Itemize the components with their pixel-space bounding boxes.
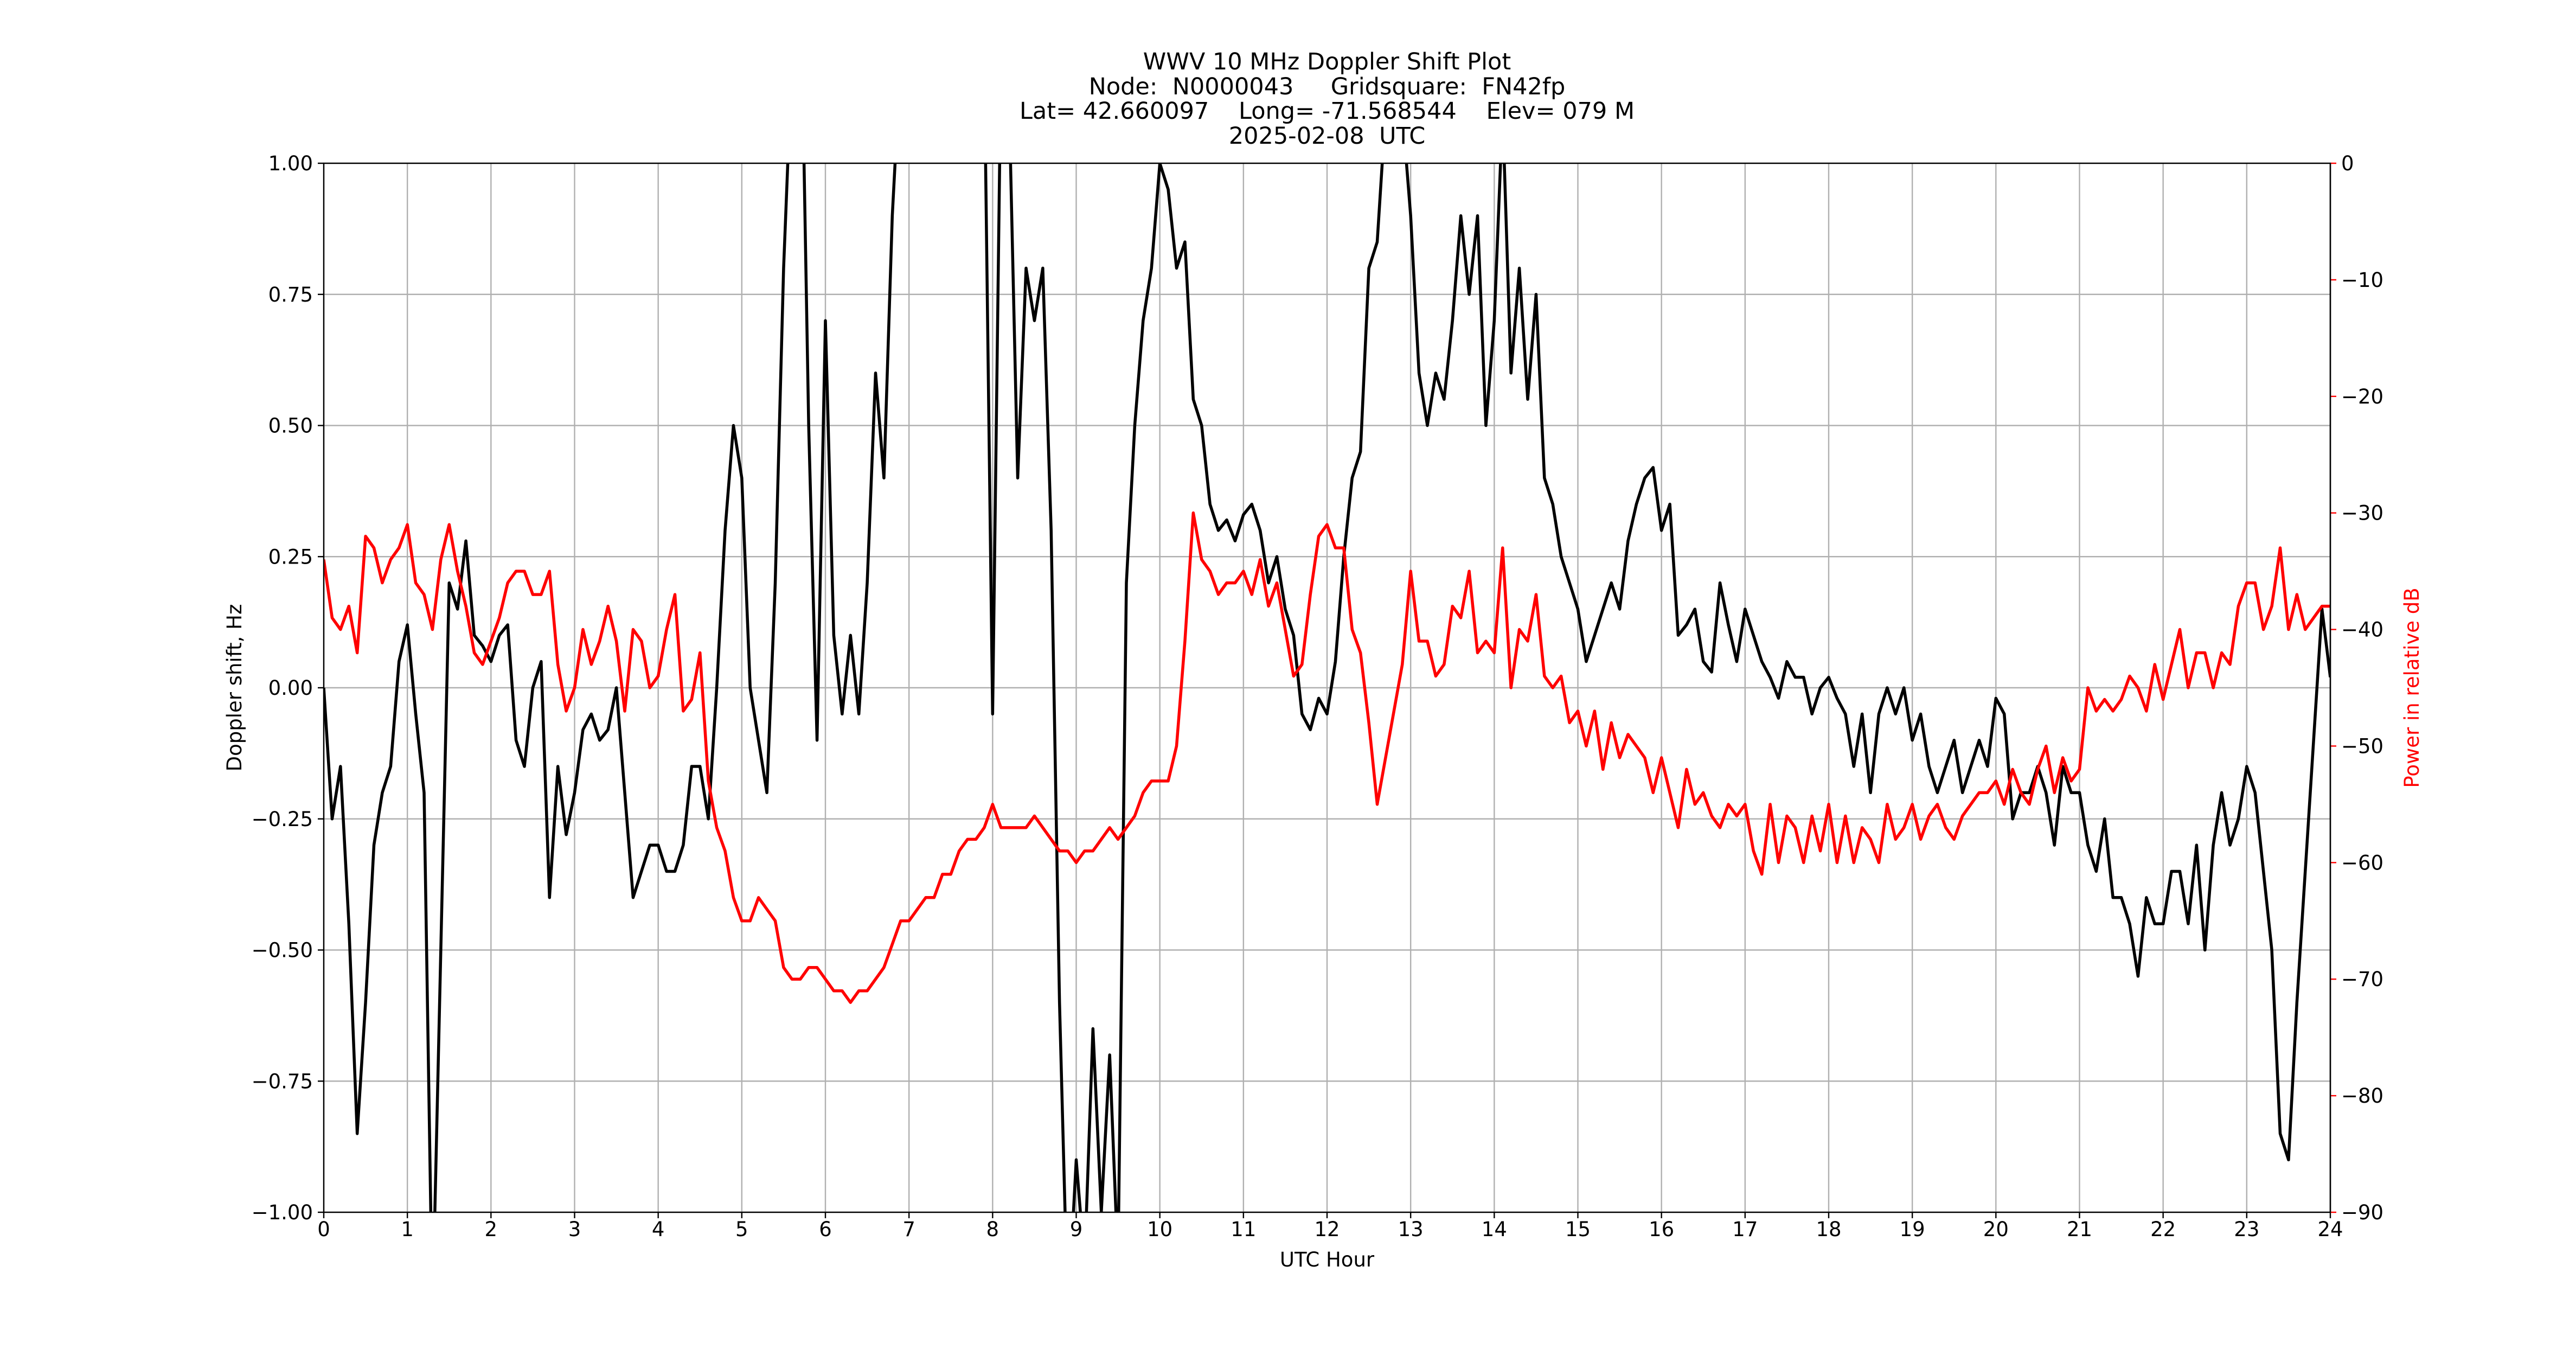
y-tick-label: 0.75: [268, 283, 313, 306]
y-axis-label: Doppler shift, Hz: [223, 604, 246, 772]
x-tick-label: 18: [1816, 1218, 1841, 1241]
y-tick-label: −0.25: [252, 808, 313, 831]
x-tick-label: 24: [2317, 1218, 2343, 1241]
y-tick-label: 1.00: [268, 152, 313, 175]
x-tick-label: 15: [1565, 1218, 1591, 1241]
y2-tick-label: −10: [2341, 268, 2383, 292]
y2-tick-label: −60: [2341, 851, 2383, 874]
y2-tick-label: −70: [2341, 968, 2383, 991]
x-tick-label: 19: [1900, 1218, 1925, 1241]
x-tick-label: 12: [1314, 1218, 1340, 1241]
x-tick-label: 4: [652, 1218, 665, 1241]
y2-tick-label: −80: [2341, 1084, 2383, 1108]
data-line: [324, 511, 2330, 1004]
y-tick-label: 0.50: [268, 414, 313, 438]
plot-area: [324, 163, 2330, 1212]
x-tick-label: 0: [317, 1218, 330, 1241]
x-tick-label: 1: [401, 1218, 414, 1241]
x-tick-label: 21: [2067, 1218, 2092, 1241]
y2-tick-label: −90: [2341, 1201, 2383, 1224]
y2-tick-label: −40: [2341, 618, 2383, 642]
x-tick-label: 2: [485, 1218, 498, 1241]
y-tick-label: −1.00: [252, 1201, 313, 1224]
x-tick-label: 7: [902, 1218, 915, 1241]
y-tick-label: 0.00: [268, 676, 313, 700]
y2-tick-label: −20: [2341, 385, 2383, 408]
y-tick-label: 0.25: [268, 545, 313, 568]
x-tick-label: 16: [1649, 1218, 1674, 1241]
data-line: [324, 163, 2330, 1212]
x-tick-label: 5: [735, 1218, 748, 1241]
x-tick-label: 9: [1070, 1218, 1083, 1241]
x-axis-label: UTC Hour: [1280, 1248, 1375, 1271]
x-tick-label: 23: [2234, 1218, 2259, 1241]
y-tick-label: −0.75: [252, 1070, 313, 1093]
chart-subtitle: 2025-02-08 UTC: [1229, 123, 1425, 150]
grid: [323, 162, 2331, 1213]
chart-subtitle: Node: N0000043 Gridsquare: FN42fp: [1089, 73, 1566, 100]
x-tick-label: 22: [2150, 1218, 2176, 1241]
x-tick-label: 20: [1983, 1218, 2009, 1241]
y2-tick-label: −30: [2341, 502, 2383, 525]
y-tick-label: −0.50: [252, 939, 313, 962]
x-tick-label: 8: [986, 1218, 999, 1241]
y2-axis-label: Power in relative dB: [2400, 587, 2424, 788]
x-tick-label: 11: [1231, 1218, 1256, 1241]
x-tick-label: 17: [1732, 1218, 1758, 1241]
y2-tick-label: −50: [2341, 734, 2383, 758]
x-tick-label: 6: [819, 1218, 832, 1241]
y2-tick-label: 0: [2341, 152, 2354, 175]
chart-title: WWV 10 MHz Doppler Shift Plot: [1143, 48, 1511, 75]
x-tick-label: 13: [1398, 1218, 1424, 1241]
x-tick-label: 10: [1147, 1218, 1172, 1241]
x-tick-label: 14: [1482, 1218, 1507, 1241]
x-tick-label: 3: [568, 1218, 581, 1241]
chart-subtitle: Lat= 42.660097 Long= -71.568544 Elev= 07…: [1020, 98, 1635, 125]
